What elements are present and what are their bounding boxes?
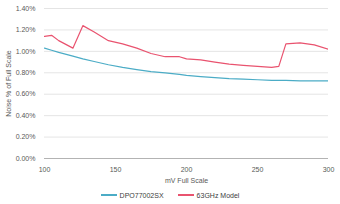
svg-text:Noise % of Full Scale: Noise % of Full Scale — [5, 50, 12, 117]
svg-text:0.40%: 0.40% — [16, 112, 36, 119]
svg-text:1.20%: 1.20% — [16, 26, 36, 33]
svg-text:0.60%: 0.60% — [16, 90, 36, 97]
svg-text:mV Full Scale: mV Full Scale — [165, 177, 208, 184]
svg-text:100: 100 — [39, 166, 51, 173]
html-text:DPO77002SX: DPO77002SX — [119, 191, 164, 199]
svg-text:0.00%: 0.00% — [16, 155, 36, 162]
html-text:63GHz Model: 63GHz Model — [196, 191, 240, 199]
svg-text:200: 200 — [181, 166, 193, 173]
svg-text:150: 150 — [110, 166, 122, 173]
svg-text:1.40%: 1.40% — [16, 5, 36, 12]
svg-text:300: 300 — [323, 166, 335, 173]
svg-text:250: 250 — [252, 166, 264, 173]
svg-text:0.80%: 0.80% — [16, 69, 36, 76]
svg-text:0.20%: 0.20% — [16, 133, 36, 140]
svg-text:1.00%: 1.00% — [16, 48, 36, 55]
